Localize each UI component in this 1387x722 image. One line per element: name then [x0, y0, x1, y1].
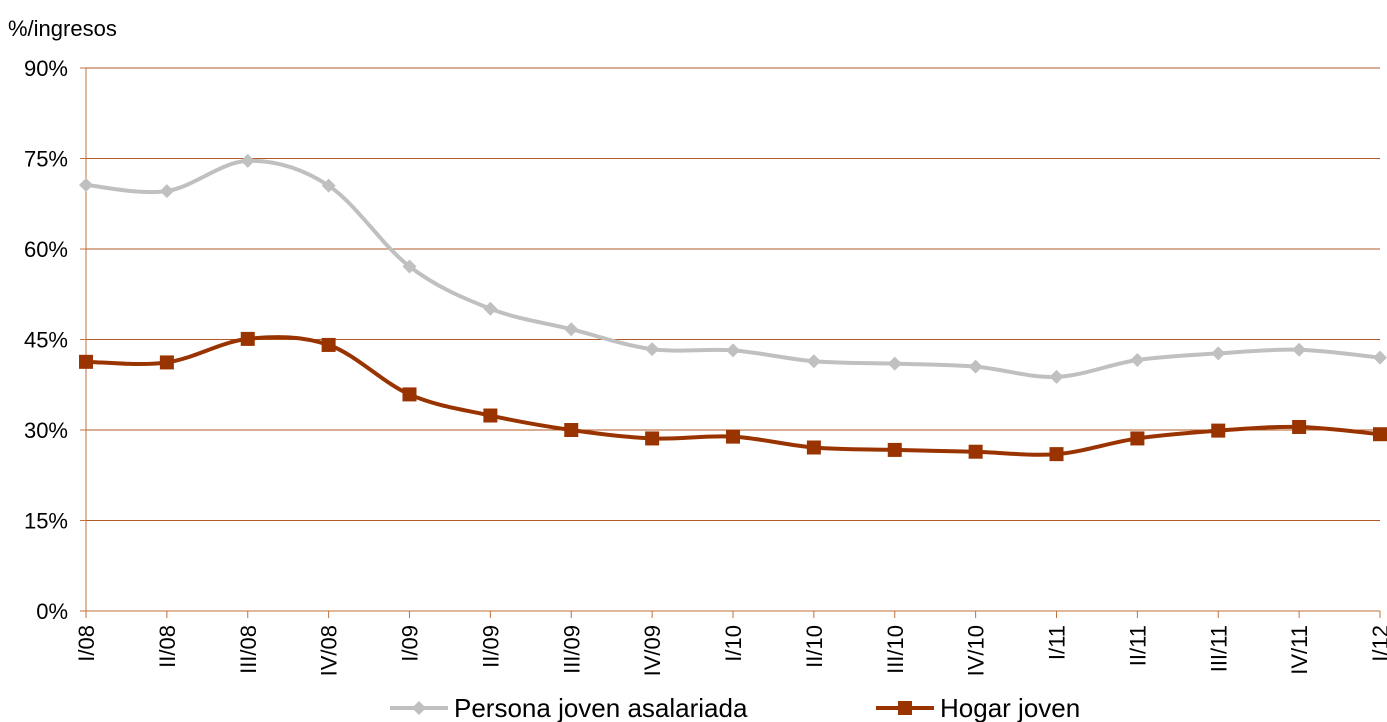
data-point [240, 153, 255, 168]
data-point [645, 342, 660, 357]
data-point [1211, 346, 1226, 361]
data-point [887, 356, 902, 371]
legend-label: Hogar joven [940, 693, 1080, 722]
data-point [1049, 369, 1064, 384]
y-tick-label: 15% [24, 509, 68, 534]
legend-marker [412, 701, 426, 715]
data-point [402, 259, 417, 274]
legend-item-1: Persona joven asalariada [390, 693, 748, 722]
data-point [1130, 431, 1145, 446]
data-point [483, 408, 498, 423]
data-point [483, 301, 498, 316]
series-2 [79, 331, 1387, 462]
data-point [321, 178, 336, 193]
data-point [887, 442, 902, 457]
data-point [564, 322, 579, 337]
y-tick-label: 45% [24, 328, 68, 353]
data-point [1211, 423, 1226, 438]
x-tick-label: I/10 [721, 625, 746, 662]
data-point [1373, 350, 1387, 365]
x-tick-label: III/10 [883, 625, 908, 674]
x-tick-label: II/09 [478, 625, 503, 668]
data-point [1292, 342, 1307, 357]
series-1 [79, 153, 1387, 384]
x-tick-label: II/08 [155, 625, 180, 668]
data-point [564, 423, 579, 437]
x-tick-label: IV/09 [640, 625, 665, 676]
x-tick-label: II/11 [1125, 625, 1150, 666]
y-tick-label: 60% [24, 237, 68, 262]
y-axis: 0% 15% 30% 45% 60% 75% 90% [24, 56, 87, 624]
data-point [726, 343, 740, 358]
legend-marker [898, 701, 912, 715]
data-point [79, 178, 93, 193]
x-tick-label: II/10 [802, 625, 827, 668]
data-point [402, 387, 417, 402]
legend-label: Persona joven asalariada [454, 693, 748, 722]
y-tick-label: 30% [24, 418, 68, 443]
x-tick-label: I/09 [398, 625, 423, 662]
y-tick-label: 0% [36, 599, 68, 624]
data-point [321, 337, 336, 352]
data-point [645, 431, 660, 446]
data-point [1373, 427, 1387, 442]
legend: Persona joven asalariada Hogar joven [390, 693, 1080, 722]
data-point [79, 354, 93, 369]
data-point [1292, 419, 1307, 434]
data-point [1049, 447, 1064, 462]
series-group [79, 153, 1387, 462]
y-tick-label: 90% [24, 56, 68, 81]
data-point [806, 440, 821, 455]
data-point [806, 354, 821, 369]
data-point [726, 429, 740, 444]
x-tick-label: IV/08 [317, 625, 342, 676]
x-tick-label: I/11 [1045, 625, 1070, 660]
data-point [159, 184, 174, 199]
x-tick-label: I/12 [1368, 625, 1387, 662]
data-point [1130, 353, 1145, 368]
data-point [968, 359, 983, 374]
x-tick-label: III/09 [559, 625, 584, 674]
data-point [159, 355, 174, 370]
y-axis-unit-label: %/ingresos [8, 16, 117, 41]
x-tick-label: III/11 [1206, 625, 1231, 672]
legend-item-2: Hogar joven [876, 693, 1080, 722]
x-tick-label: III/08 [236, 625, 261, 674]
data-point [240, 331, 255, 346]
x-tick-label: I/08 [74, 625, 99, 662]
x-axis: I/08 II/08 III/08 IV/08 I/09 II/09 III/09 IV/09… [74, 610, 1387, 676]
x-tick-label: IV/10 [964, 625, 989, 676]
x-tick-label: IV/11 [1287, 625, 1312, 675]
data-point [968, 444, 983, 459]
gridlines [86, 67, 1380, 521]
y-tick-label: 75% [24, 147, 68, 172]
